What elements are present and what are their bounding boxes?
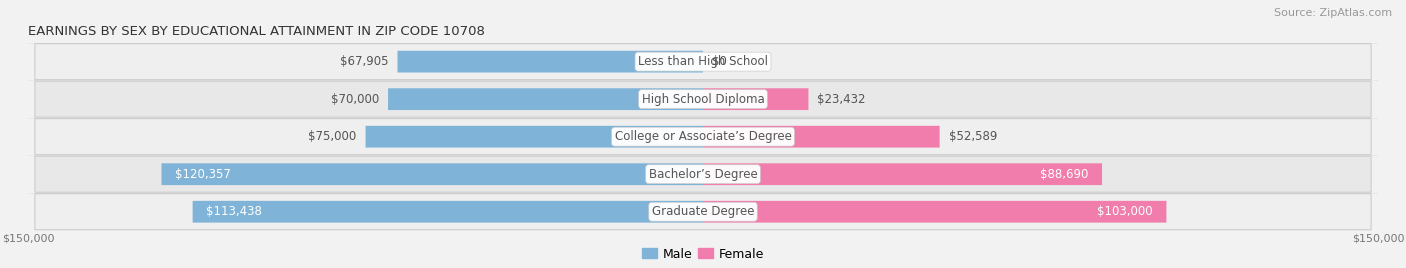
Text: EARNINGS BY SEX BY EDUCATIONAL ATTAINMENT IN ZIP CODE 10708: EARNINGS BY SEX BY EDUCATIONAL ATTAINMEN… [28, 25, 485, 38]
Text: Bachelor’s Degree: Bachelor’s Degree [648, 168, 758, 181]
FancyBboxPatch shape [703, 126, 939, 148]
FancyBboxPatch shape [193, 201, 703, 223]
Text: $113,438: $113,438 [207, 205, 262, 218]
FancyBboxPatch shape [162, 163, 703, 185]
Text: $88,690: $88,690 [1040, 168, 1088, 181]
FancyBboxPatch shape [703, 88, 808, 110]
Text: Graduate Degree: Graduate Degree [652, 205, 754, 218]
FancyBboxPatch shape [35, 194, 1371, 230]
Text: $0: $0 [711, 55, 727, 68]
FancyBboxPatch shape [35, 81, 1371, 117]
FancyBboxPatch shape [703, 163, 1102, 185]
FancyBboxPatch shape [366, 126, 703, 148]
FancyBboxPatch shape [35, 119, 1371, 155]
Text: $70,000: $70,000 [330, 93, 380, 106]
Text: Less than High School: Less than High School [638, 55, 768, 68]
Text: $103,000: $103,000 [1097, 205, 1153, 218]
Legend: Male, Female: Male, Female [637, 243, 769, 266]
Text: Source: ZipAtlas.com: Source: ZipAtlas.com [1274, 8, 1392, 18]
FancyBboxPatch shape [35, 156, 1371, 192]
FancyBboxPatch shape [703, 201, 1167, 223]
Text: $75,000: $75,000 [308, 130, 357, 143]
Text: $120,357: $120,357 [174, 168, 231, 181]
Text: $23,432: $23,432 [817, 93, 866, 106]
Text: $67,905: $67,905 [340, 55, 388, 68]
FancyBboxPatch shape [388, 88, 703, 110]
FancyBboxPatch shape [398, 51, 703, 73]
FancyBboxPatch shape [35, 44, 1371, 80]
Text: $52,589: $52,589 [949, 130, 997, 143]
Text: College or Associate’s Degree: College or Associate’s Degree [614, 130, 792, 143]
Text: High School Diploma: High School Diploma [641, 93, 765, 106]
